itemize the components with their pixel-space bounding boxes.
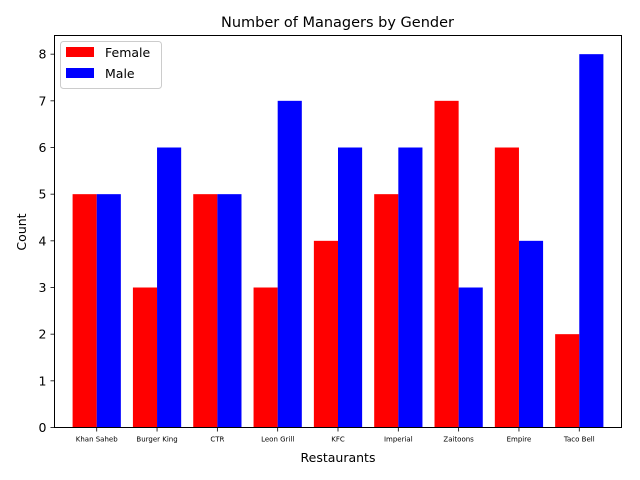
y-tick-label: 5 <box>39 187 47 202</box>
x-tick-label: KFC <box>331 436 345 444</box>
y-tick-label: 3 <box>39 280 47 295</box>
legend-swatch-female <box>66 47 94 57</box>
chart-title: Number of Managers by Gender <box>221 15 454 31</box>
bar-female-1 <box>132 287 158 428</box>
bar-male-0 <box>96 194 121 428</box>
y-tick-label: 0 <box>39 420 47 435</box>
x-axis-label: Restaurants <box>301 450 376 465</box>
bar-female-7 <box>494 147 519 428</box>
x-tick-label: Imperial <box>384 436 413 444</box>
legend-label-male: Male <box>105 66 135 81</box>
plot-frame <box>54 35 622 428</box>
bar-female-5 <box>374 194 399 428</box>
x-tick-label: Zaitoons <box>443 436 474 444</box>
bar-male-5 <box>398 147 423 428</box>
bar-male-4 <box>338 147 363 428</box>
bar-male-1 <box>157 147 182 428</box>
y-tick-label: 2 <box>39 327 47 342</box>
bar-male-3 <box>277 100 302 428</box>
bar-male-2 <box>217 194 242 428</box>
bar-female-6 <box>434 100 459 428</box>
bar-male-7 <box>518 240 544 428</box>
x-tick-label: CTR <box>210 436 224 444</box>
bar-female-2 <box>193 194 218 428</box>
legend-swatch-male <box>66 68 94 78</box>
y-tick-label: 1 <box>39 373 47 388</box>
bars-group <box>72 54 604 428</box>
legend: Female Male <box>60 41 162 89</box>
y-tick-label: 8 <box>39 47 47 62</box>
y-tick-label: 7 <box>39 93 47 108</box>
y-axis-label: Count <box>14 213 29 250</box>
bar-female-0 <box>72 194 97 428</box>
x-tick-label: Burger King <box>136 436 177 444</box>
bar-female-3 <box>253 287 278 428</box>
legend-label-female: Female <box>105 45 151 60</box>
bar-female-8 <box>555 334 580 428</box>
x-tick-label: Leon Grill <box>261 436 294 444</box>
y-tick-label: 4 <box>39 233 47 248</box>
x-tick-label: Khan Saheb <box>76 436 118 444</box>
bar-male-8 <box>579 54 604 428</box>
x-tick-label: Empire <box>507 436 532 444</box>
bar-male-6 <box>458 287 483 428</box>
x-tick-label: Taco Bell <box>563 436 595 444</box>
x-axis-ticks: Khan Saheb Burger King CTR Leon Grill KFC Imp… <box>76 427 595 444</box>
y-axis-ticks: 0 1 2 3 4 5 6 7 8 <box>39 47 55 435</box>
bar-female-4 <box>313 240 338 428</box>
y-tick-label: 6 <box>39 140 47 155</box>
